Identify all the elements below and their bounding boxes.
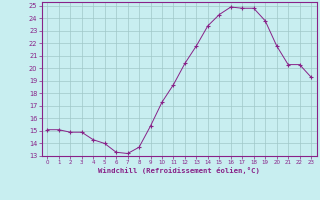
- X-axis label: Windchill (Refroidissement éolien,°C): Windchill (Refroidissement éolien,°C): [98, 167, 260, 174]
